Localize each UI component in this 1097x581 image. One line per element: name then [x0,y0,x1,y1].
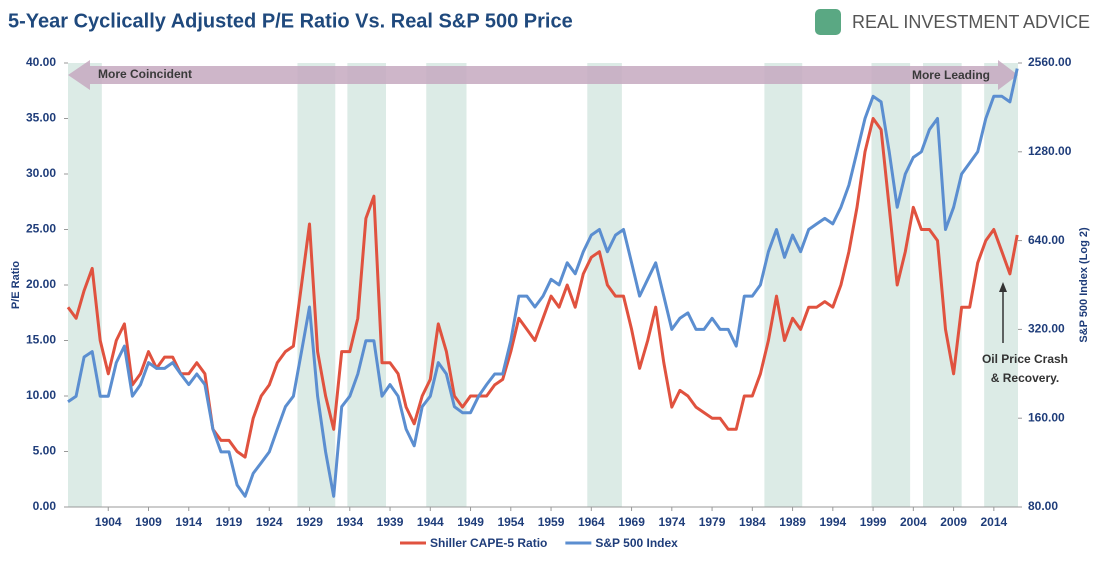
x-tick-label: 1934 [336,515,363,529]
y-tick-label: 15.00 [26,333,56,347]
y-tick-label: 20.00 [26,277,56,291]
x-tick-label: 1984 [739,515,766,529]
y2-tick-label: 320.00 [1028,322,1065,336]
y-tick-label: 25.00 [26,222,56,236]
shaded-period [587,63,622,507]
brand: REAL INVESTMENT ADVICE [852,12,1090,32]
arrow-label-left: More Coincident [98,67,192,81]
logo-icon [815,9,841,35]
x-tick-label: 1954 [497,515,524,529]
shaded-period [764,63,803,507]
legend-label: Shiller CAPE-5 Ratio [430,536,547,550]
x-tick-label: 1939 [377,515,404,529]
arrow-label-right: More Leading [912,68,990,82]
x-tick-label: 1964 [578,515,605,529]
chart-title: 5-Year Cyclically Adjusted P/E Ratio Vs.… [8,10,573,32]
y-tick-label: 40.00 [26,55,56,69]
shaded-period [984,63,1018,507]
x-tick-label: 1974 [658,515,685,529]
y-tick-label: 30.00 [26,166,56,180]
x-tick-label: 1969 [618,515,645,529]
x-tick-label: 1979 [699,515,726,529]
direction-arrow [68,60,1018,90]
legend-label: S&P 500 Index [595,536,678,550]
y2-tick-label: 2560.00 [1028,55,1072,69]
x-tick-label: 1914 [175,515,202,529]
y2-tick-label: 160.00 [1028,410,1065,424]
x-tick-label: 1959 [538,515,565,529]
y2-tick-label: 1280.00 [1028,144,1072,158]
x-tick-label: 1989 [779,515,806,529]
x-tick-label: 1929 [296,515,323,529]
annotation-arrowhead [999,282,1007,292]
shaded-period [871,63,911,507]
x-tick-label: 1949 [457,515,484,529]
shaded-period [297,63,336,507]
y-tick-label: 35.00 [26,111,56,125]
x-tick-label: 1999 [860,515,887,529]
shaded-period [347,63,387,507]
y2-tick-label: 80.00 [1028,499,1058,513]
y-tick-label: 10.00 [26,388,56,402]
annotation: & Recovery. [991,371,1059,385]
y-tick-label: 0.00 [33,499,57,513]
series-line [66,117,1019,459]
x-tick-label: 1909 [135,515,162,529]
x-tick-label: 1924 [256,515,283,529]
x-tick-label: 2014 [980,515,1007,529]
annotation: Oil Price Crash [982,352,1068,366]
x-tick-label: 1919 [216,515,243,529]
series-line [67,68,1019,498]
y-tick-label: 5.00 [33,444,57,458]
y2-tick-label: 640.00 [1028,233,1065,247]
x-tick-label: 1944 [417,515,444,529]
y2-axis-label: S&P 500 Index (Log 2) [1078,227,1090,343]
x-tick-label: 1994 [819,515,846,529]
y-axis-label: P/E Ratio [10,261,22,310]
x-tick-label: 2009 [940,515,967,529]
x-tick-label: 2004 [900,515,927,529]
x-tick-label: 1904 [95,515,122,529]
shaded-period [426,63,467,507]
